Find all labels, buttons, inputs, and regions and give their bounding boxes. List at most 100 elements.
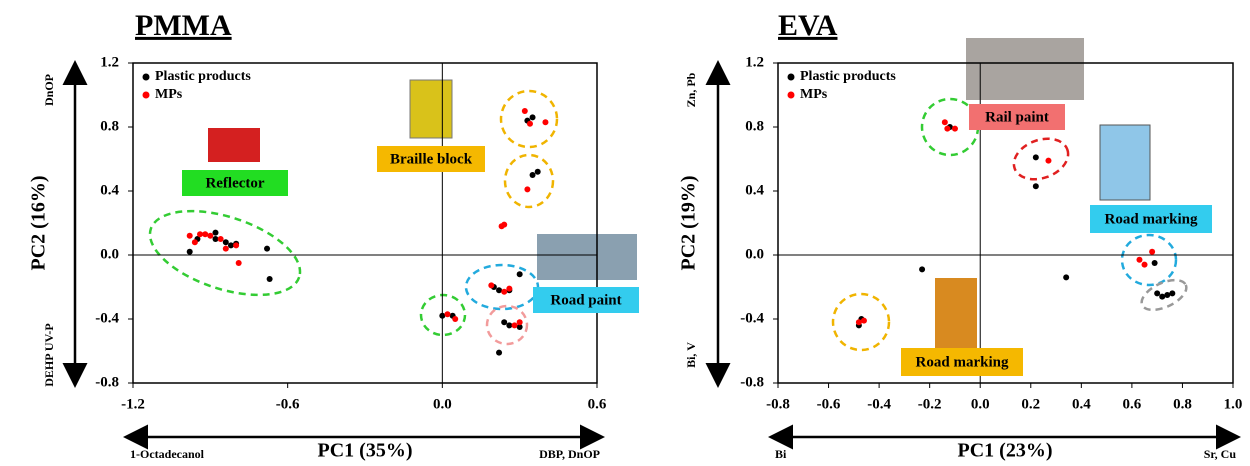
annotation: Braille block (390, 151, 473, 167)
point (207, 233, 213, 239)
point (236, 260, 242, 266)
x-tick-label: -0.4 (867, 396, 891, 412)
y-axis-note: DnOP (42, 74, 56, 106)
point (944, 126, 950, 132)
annotation: Road marking (1105, 211, 1198, 227)
y-tick-label: 0.0 (745, 246, 764, 262)
y-tick-label: 1.2 (745, 54, 764, 70)
x-axis-title: PC1 (35%) (318, 440, 413, 462)
point (1033, 154, 1039, 160)
point (512, 322, 518, 328)
point (530, 172, 536, 178)
chart-title: EVA (778, 9, 838, 42)
point (1136, 257, 1142, 263)
photo (410, 80, 452, 138)
point (488, 282, 494, 288)
x-tick-label: -1.2 (121, 396, 145, 412)
x-tick-label: -0.8 (766, 396, 790, 412)
x-axis-note: DBP, DnOP (539, 447, 600, 461)
legend-label: MPs (800, 87, 828, 102)
point (952, 126, 958, 132)
y-axis-title: PC2 (19%) (678, 176, 700, 271)
legend-marker (788, 92, 795, 99)
point (197, 231, 203, 237)
x-tick-label: 0.2 (1021, 396, 1040, 412)
annotation: Road marking (916, 354, 1009, 370)
photo (208, 128, 260, 162)
point (192, 239, 198, 245)
x-tick-label: 0.6 (588, 396, 607, 412)
point (499, 223, 505, 229)
y-axis-title: PC2 (16%) (28, 176, 50, 271)
photo (966, 38, 1084, 100)
point (522, 108, 528, 114)
legend-label: Plastic products (800, 69, 896, 84)
y-tick-label: 0.8 (745, 118, 764, 134)
ellipse (1008, 132, 1074, 187)
point (187, 233, 193, 239)
y-tick-label: -0.4 (740, 310, 764, 326)
point (1033, 183, 1039, 189)
point (919, 266, 925, 272)
point (1169, 290, 1175, 296)
point (212, 236, 218, 242)
chart-title: PMMA (135, 9, 232, 42)
photo (537, 234, 637, 280)
point (1045, 158, 1051, 164)
point (233, 242, 239, 248)
point (524, 186, 530, 192)
y-tick-label: -0.8 (95, 374, 119, 390)
annotation: Rail paint (985, 109, 1049, 125)
y-tick-label: -0.4 (95, 310, 119, 326)
y-tick-label: 0.4 (100, 182, 119, 198)
point (496, 287, 502, 293)
point (501, 319, 507, 325)
x-tick-label: 0.0 (433, 396, 452, 412)
y-tick-label: 1.2 (100, 54, 119, 70)
x-tick-label: 0.4 (1072, 396, 1091, 412)
point (439, 313, 445, 319)
x-axis-title: PC1 (23%) (958, 440, 1053, 462)
point (506, 286, 512, 292)
x-axis-note: 1-Octadecanol (130, 447, 205, 461)
y-axis-note: Bi, V (684, 342, 698, 368)
y-axis-note: DEHP UV-P (42, 323, 56, 386)
y-tick-label: 0.4 (745, 182, 764, 198)
annotation: Road paint (550, 292, 621, 308)
point (452, 316, 458, 322)
point (861, 318, 867, 324)
legend-marker (788, 74, 795, 81)
figure: PMMA PC2 (16%) PC1 (35%) 1-Octadecanol DBP, … (0, 0, 1250, 466)
photo (1100, 125, 1150, 200)
x-tick-label: 1.0 (1224, 396, 1243, 412)
point (1154, 290, 1160, 296)
point (223, 246, 229, 252)
x-tick-label: -0.6 (817, 396, 841, 412)
ellipse (1122, 235, 1176, 285)
point (535, 169, 541, 175)
legend-label: Plastic products (155, 69, 251, 84)
point (187, 249, 193, 255)
point (202, 231, 208, 237)
y-tick-label: 0.0 (100, 246, 119, 262)
point (496, 350, 502, 356)
point (267, 276, 273, 282)
legend-marker (143, 74, 150, 81)
point (218, 236, 224, 242)
point (1149, 249, 1155, 255)
point (1063, 274, 1069, 280)
ellipse (140, 195, 311, 312)
x-axis-note: Sr, Cu (1204, 447, 1237, 461)
x-tick-label: -0.6 (276, 396, 300, 412)
point (517, 319, 523, 325)
x-tick-label: 0.8 (1173, 396, 1192, 412)
point (212, 230, 218, 236)
y-tick-label: -0.8 (740, 374, 764, 390)
point (1152, 260, 1158, 266)
point (527, 121, 533, 127)
legend-label: MPs (155, 87, 183, 102)
y-tick-label: 0.8 (100, 118, 119, 134)
x-tick-label: 0.6 (1123, 396, 1142, 412)
point (1142, 262, 1148, 268)
point (501, 289, 507, 295)
